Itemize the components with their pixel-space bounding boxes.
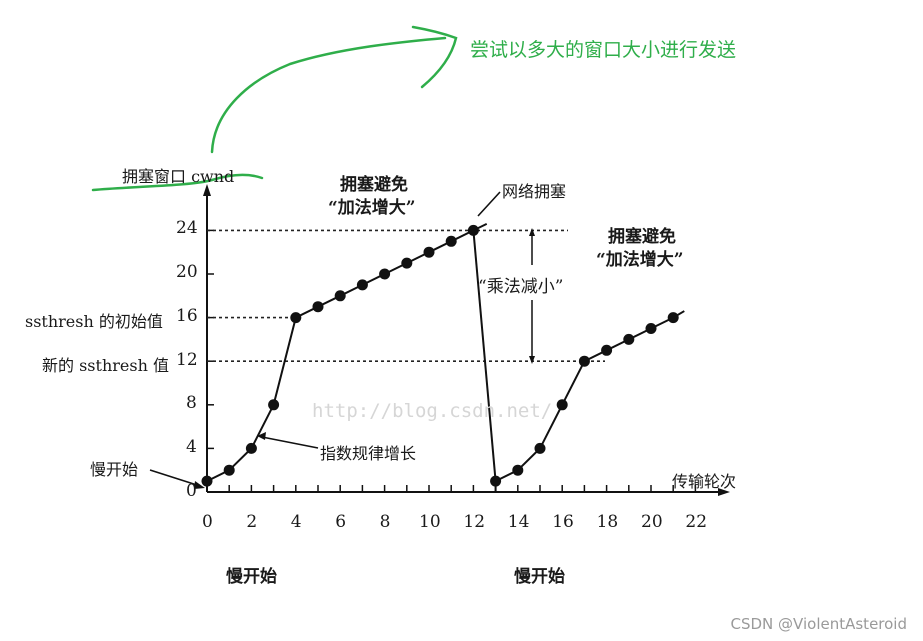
x-tick-6: 6	[335, 512, 347, 532]
watermark: http://blog.csdn.net/	[312, 400, 553, 422]
congestion-avoidance-2-title: 拥塞避免	[608, 227, 676, 247]
x-tick-12: 12	[463, 512, 486, 532]
handwritten-annotation	[91, 25, 458, 192]
credit: CSDN @ViolentAsteroid	[730, 615, 907, 633]
data-point	[623, 333, 635, 345]
y-tick-4: 4	[186, 437, 197, 457]
data-point	[578, 355, 590, 367]
handwritten-note: 尝试以多大的窗口大小进行发送	[470, 39, 737, 61]
data-point	[534, 442, 546, 454]
data-point	[334, 290, 346, 302]
cwnd-series	[201, 222, 685, 492]
ssthresh-new-label: 新的 ssthresh 值	[42, 356, 169, 375]
y-axis-title: 拥塞窗口 cwnd	[122, 167, 235, 186]
x-tick-0: 0	[202, 512, 213, 532]
x-tick-18: 18	[596, 512, 619, 532]
data-point	[245, 442, 257, 454]
data-point	[201, 475, 213, 487]
x-tick-22: 22	[685, 512, 708, 532]
y-axis-ticks	[207, 229, 214, 450]
x-axis-title: 传输轮次	[672, 472, 737, 491]
ssthresh-initial-label: ssthresh 的初始值	[25, 312, 163, 331]
y-tick-0: 0	[186, 481, 197, 501]
mult-decrease-label: “乘法减小”	[478, 277, 564, 297]
slow-start-below-2: 慢开始	[514, 567, 565, 587]
x-tick-14: 14	[507, 512, 530, 532]
x-tick-2: 2	[246, 512, 258, 532]
reference-lines	[207, 229, 605, 363]
data-point	[645, 323, 657, 334]
data-point	[223, 464, 235, 476]
slow-start-below-1: 慢开始	[226, 567, 277, 587]
data-point	[401, 257, 413, 269]
pointer-arrows	[149, 191, 501, 489]
data-point	[512, 464, 524, 476]
data-point	[556, 399, 568, 411]
data-point	[379, 268, 391, 280]
congestion-avoidance-1-title: 拥塞避免	[340, 175, 408, 195]
y-tick-8: 8	[186, 393, 197, 413]
axes	[203, 184, 730, 496]
congestion-avoidance-1-sub: “加法增大”	[328, 198, 416, 218]
congestion-avoidance-2-sub: “加法增大”	[596, 250, 684, 270]
data-point	[490, 475, 502, 487]
x-tick-10: 10	[419, 512, 441, 532]
y-tick-24: 24	[176, 218, 198, 238]
data-point	[423, 246, 435, 258]
x-tick-8: 8	[379, 512, 391, 532]
data-point	[467, 224, 479, 236]
data-point	[312, 301, 324, 313]
y-tick-16: 16	[176, 306, 198, 326]
x-tick-4: 4	[290, 512, 302, 532]
y-tick-12: 12	[176, 350, 198, 370]
network-congestion-label: 网络拥塞	[502, 182, 567, 201]
data-point	[356, 279, 368, 291]
x-tick-16: 16	[552, 512, 574, 532]
y-tick-20: 20	[176, 262, 198, 282]
slow-start-label: 慢开始	[90, 460, 139, 479]
data-point	[667, 312, 679, 324]
x-tick-20: 20	[641, 512, 663, 532]
mult-decrease-arrow	[529, 228, 535, 364]
data-point	[445, 235, 457, 247]
data-point	[290, 312, 302, 324]
exp-growth-label: 指数规律增长	[320, 444, 417, 463]
data-point	[268, 399, 280, 411]
data-point	[601, 344, 613, 356]
x-axis-ticks	[228, 485, 697, 492]
